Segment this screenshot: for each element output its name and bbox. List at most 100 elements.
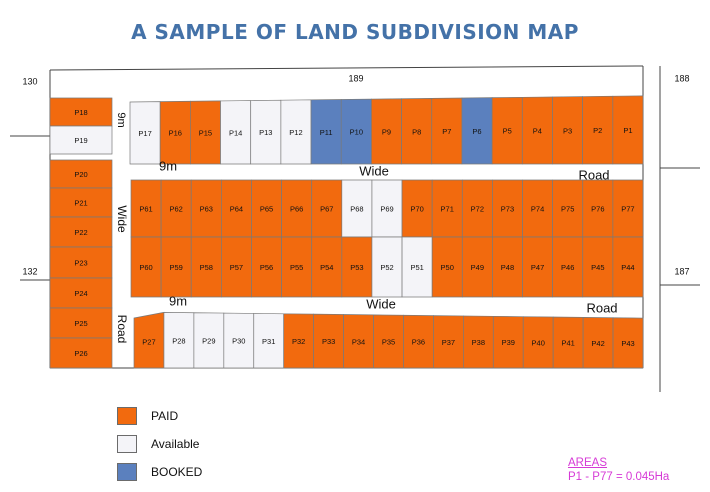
plot-label: P10 bbox=[350, 128, 363, 137]
road-label-lower-width: 9m bbox=[169, 293, 187, 308]
areas-note: AREAS P1 - P77 = 0.045Ha bbox=[568, 456, 669, 484]
plot-label: P37 bbox=[442, 338, 455, 347]
plot-label: P49 bbox=[471, 263, 484, 272]
plot-label: P64 bbox=[230, 204, 243, 213]
plot-label: P69 bbox=[380, 204, 393, 213]
plot-label: P3 bbox=[563, 126, 572, 135]
adjacent-parcel-number: 130 bbox=[22, 76, 37, 86]
legend-swatch-booked bbox=[117, 463, 137, 481]
road-label-upper-word2: Road bbox=[578, 167, 609, 182]
map-title: A SAMPLE OF LAND SUBDIVISION MAP bbox=[131, 20, 579, 44]
plot-label: P26 bbox=[74, 349, 87, 358]
plot-label: P48 bbox=[501, 263, 514, 272]
plot-label: P74 bbox=[531, 204, 544, 213]
plot-label: P39 bbox=[502, 338, 515, 347]
legend-label: Available bbox=[151, 437, 200, 451]
plot-label: P28 bbox=[172, 336, 185, 345]
legend-label: PAID bbox=[151, 409, 179, 423]
plot-label: P57 bbox=[230, 263, 243, 272]
plot-label: P67 bbox=[320, 204, 333, 213]
plot-label: P24 bbox=[74, 289, 87, 298]
plot-label: P46 bbox=[561, 263, 574, 272]
plot-label: P5 bbox=[503, 127, 512, 136]
plot-label: P70 bbox=[410, 204, 423, 213]
plot-label: P54 bbox=[320, 263, 333, 272]
plot-label: P53 bbox=[350, 263, 363, 272]
road-label-vertical-word2: Road bbox=[115, 315, 129, 344]
adjacent-parcel-number: 189 bbox=[348, 73, 363, 83]
plot-label: P43 bbox=[621, 339, 634, 348]
legend-item-paid: PAID bbox=[117, 406, 178, 426]
plot-label: P16 bbox=[169, 129, 182, 138]
plot-label: P63 bbox=[200, 204, 213, 213]
plot-label: P72 bbox=[471, 204, 484, 213]
legend-item-booked: BOOKED bbox=[117, 462, 202, 482]
legend-swatch-available bbox=[117, 435, 137, 453]
road-label-upper-word1: Wide bbox=[359, 163, 389, 178]
plot-label: P19 bbox=[74, 136, 87, 145]
plot-label: P21 bbox=[74, 198, 87, 207]
plot-label: P66 bbox=[290, 204, 303, 213]
plot-label: P4 bbox=[533, 127, 542, 136]
plot-p1 bbox=[612, 95, 644, 165]
plot-label: P34 bbox=[352, 337, 365, 346]
plot-p43 bbox=[612, 317, 644, 369]
plot-label: P76 bbox=[591, 204, 604, 213]
plot-label: P14 bbox=[229, 128, 242, 137]
road-label-vertical-width: 9m bbox=[115, 112, 127, 127]
plot-label: P68 bbox=[350, 204, 363, 213]
plot-label: P30 bbox=[232, 337, 245, 346]
plot-label: P2 bbox=[593, 126, 602, 135]
plot-label: P50 bbox=[441, 263, 454, 272]
plot-label: P55 bbox=[290, 263, 303, 272]
plot-label: P22 bbox=[74, 228, 87, 237]
adjacent-parcel-number: 187 bbox=[674, 266, 689, 276]
plot-label: P42 bbox=[591, 339, 604, 348]
road-label-upper-width: 9m bbox=[159, 158, 177, 173]
plot-label: P51 bbox=[410, 263, 423, 272]
plot-p19 bbox=[49, 125, 113, 155]
plot-label: P27 bbox=[142, 338, 155, 347]
plot-label: P7 bbox=[442, 127, 451, 136]
plot-label: P1 bbox=[623, 126, 632, 135]
plot-label: P11 bbox=[320, 128, 333, 137]
areas-text: P1 - P77 = 0.045Ha bbox=[568, 471, 670, 483]
plot-label: P44 bbox=[621, 263, 634, 272]
plot-label: P9 bbox=[382, 127, 391, 136]
legend-item-available: Available bbox=[117, 434, 199, 454]
road-label-lower-word2: Road bbox=[586, 300, 617, 315]
plot-label: P8 bbox=[412, 127, 421, 136]
plot-label: P56 bbox=[260, 263, 273, 272]
plot-label: P71 bbox=[441, 204, 454, 213]
plot-label: P61 bbox=[139, 204, 152, 213]
plot-label: P77 bbox=[621, 204, 634, 213]
plot-label: P15 bbox=[199, 129, 212, 138]
plot-label: P18 bbox=[74, 108, 87, 117]
plot-label: P36 bbox=[412, 338, 425, 347]
adjacent-parcel-number: 188 bbox=[674, 73, 689, 83]
plot-label: P32 bbox=[292, 337, 305, 346]
road-label-lower-word1: Wide bbox=[366, 296, 396, 311]
plot-label: P59 bbox=[169, 263, 182, 272]
plot-label: P6 bbox=[472, 127, 481, 136]
plot-label: P40 bbox=[532, 338, 545, 347]
plot-p44 bbox=[612, 236, 644, 298]
plot-label: P60 bbox=[139, 263, 152, 272]
plot-label: P33 bbox=[322, 337, 335, 346]
plot-label: P38 bbox=[472, 338, 485, 347]
plot-label: P12 bbox=[289, 128, 302, 137]
plot-label: P75 bbox=[561, 204, 574, 213]
plot-label: P23 bbox=[74, 258, 87, 267]
plot-label: P35 bbox=[382, 338, 395, 347]
plot-label: P73 bbox=[501, 204, 514, 213]
legend-swatch-paid bbox=[117, 407, 137, 425]
plot-label: P29 bbox=[202, 336, 215, 345]
plot-label: P17 bbox=[138, 129, 151, 138]
areas-title: AREAS bbox=[568, 457, 607, 469]
plot-label: P47 bbox=[531, 263, 544, 272]
plot-label: P58 bbox=[200, 263, 213, 272]
plot-label: P41 bbox=[561, 339, 574, 348]
plot-label: P52 bbox=[380, 263, 393, 272]
